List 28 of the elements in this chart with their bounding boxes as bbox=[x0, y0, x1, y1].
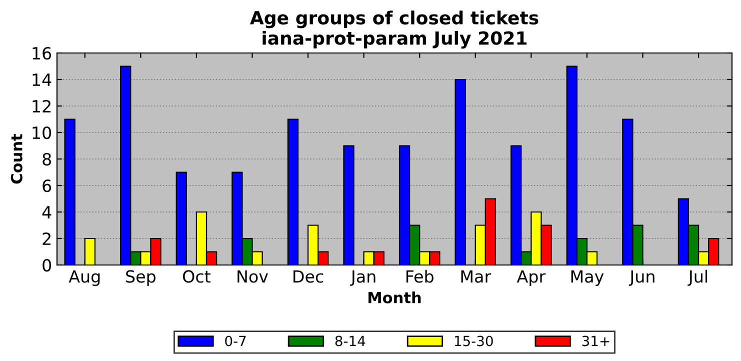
y-tick-label: 8 bbox=[42, 152, 51, 166]
x-tick-label: Apr bbox=[516, 270, 546, 286]
x-tick-label: Oct bbox=[182, 270, 210, 283]
y-tick-label: 16 bbox=[32, 46, 52, 60]
y-tick-label: 4 bbox=[42, 206, 52, 218]
y-tick-label: 14 bbox=[32, 74, 52, 86]
x-tick-label: Dec bbox=[294, 270, 324, 283]
x-tick-label: Aug bbox=[68, 270, 100, 286]
chart-title: Age groups of closed tickets iana-prot-param July 2021 bbox=[250, 10, 538, 49]
x-tick-label: Mar bbox=[461, 270, 492, 283]
y-tick-label: 12 bbox=[32, 100, 50, 112]
x-tick-label: Jul bbox=[688, 270, 708, 286]
x-axis-title: Month bbox=[368, 292, 421, 304]
y-axis-title: Count bbox=[10, 134, 22, 184]
x-tick-label: Feb bbox=[406, 270, 434, 283]
x-tick-label: May bbox=[571, 270, 604, 286]
legend-label: 15-30 bbox=[454, 336, 493, 346]
x-tick-label: Nov bbox=[238, 270, 268, 283]
legend-label: 0-7 bbox=[225, 336, 246, 346]
y-tick-label: 2 bbox=[42, 232, 50, 245]
x-tick-label: Sep bbox=[126, 270, 156, 286]
x-tick-label: Jun bbox=[628, 270, 654, 286]
y-tick-label: 0 bbox=[42, 258, 52, 272]
legend-label: 31+ bbox=[582, 336, 610, 346]
y-tick-label: 10 bbox=[32, 126, 52, 140]
y-tick-label: 6 bbox=[42, 179, 52, 192]
legend-label: 8-14 bbox=[335, 336, 366, 346]
x-tick-label: Jan bbox=[350, 270, 376, 286]
